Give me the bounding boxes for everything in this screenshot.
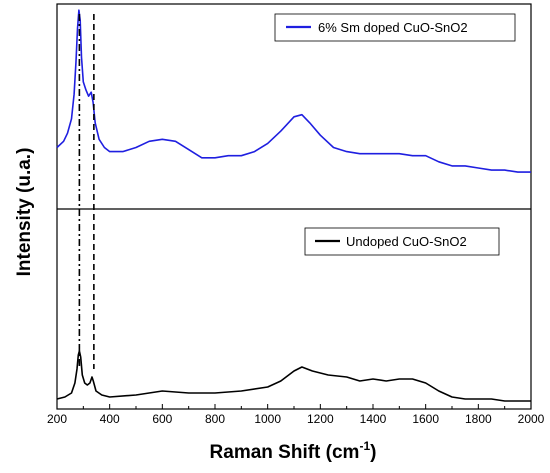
plot-frame: [56, 3, 532, 410]
x-tick-label: 2000: [518, 412, 545, 426]
legend-label-undoped: Undoped CuO-SnO2: [346, 234, 467, 249]
series-line-undoped: [56, 350, 531, 402]
x-tick-label: 600: [152, 412, 172, 426]
x-tick-label: 200: [47, 412, 67, 426]
plot-area: [56, 3, 532, 410]
legend-bottom: Undoped CuO-SnO2: [304, 227, 500, 256]
legend-box-top: [274, 13, 516, 42]
x-tick-label: 1200: [307, 412, 334, 426]
series-line-doped: [56, 9, 531, 173]
x-tick-label: 400: [100, 412, 120, 426]
y-axis-title: Intensity (u.a.): [14, 148, 35, 277]
x-tick-label: 1600: [412, 412, 439, 426]
x-tick-label: 800: [205, 412, 225, 426]
x-axis-title: Raman Shift (cm-1): [210, 439, 377, 463]
x-tick-label: 1800: [465, 412, 492, 426]
legend-label-doped: 6% Sm doped CuO-SnO2: [318, 20, 468, 35]
legend-top: 6% Sm doped CuO-SnO2: [274, 13, 516, 42]
x-tick-label: 1000: [254, 412, 281, 426]
x-tick-label: 1400: [360, 412, 387, 426]
x-axis: 200 400 600 800 1000 1200 1400 1600 1800 2000: [47, 404, 545, 426]
